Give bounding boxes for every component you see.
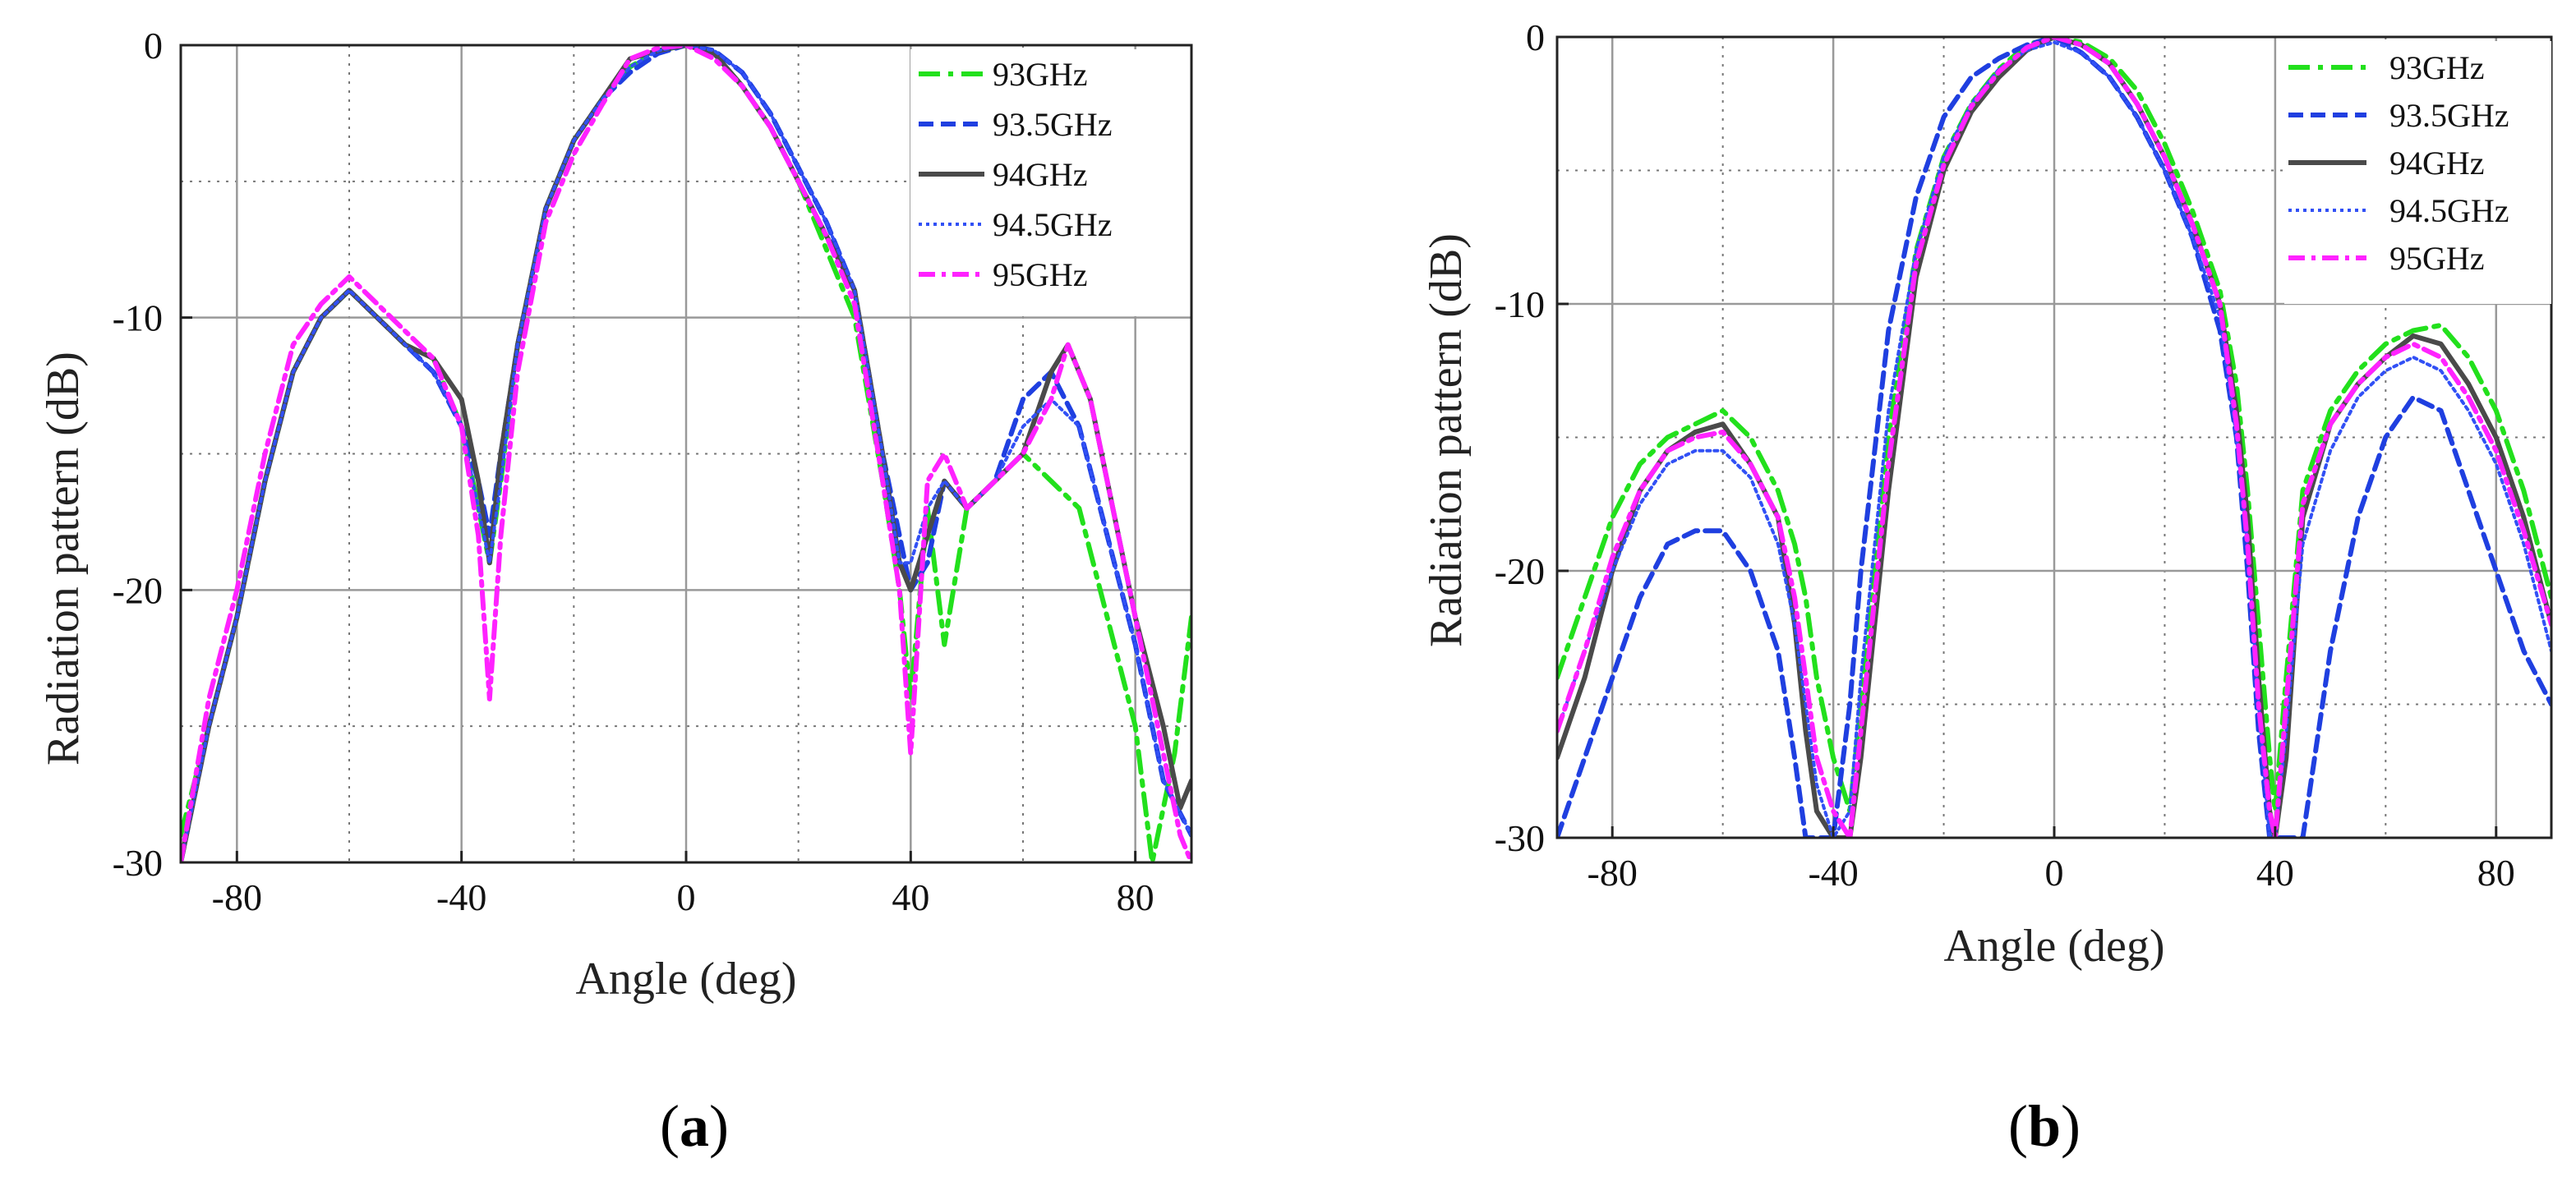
panel-b-xtick-label: 80: [2477, 852, 2515, 894]
panel-a-series-95ghz: [181, 45, 1191, 862]
panel-b-ytick-label: -20: [1495, 550, 1545, 592]
panel-a-ytick-label: -10: [113, 297, 163, 339]
panel-a-legend-label: 94GHz: [993, 156, 1088, 193]
panel-b: Radiation pattern (dB) Angle (deg) (b) -…: [1421, 16, 2553, 1159]
panel-a-legend: 93GHz 93.5GHz 94GHz 94.5GHz 95GHz: [910, 49, 1190, 316]
panel-a-ytick-label: 0: [144, 25, 163, 67]
panel-b-caption: (b): [2008, 1093, 2081, 1159]
panel-a-ytick-label: -30: [113, 842, 163, 884]
panel-b-ytick-label: 0: [1526, 16, 1545, 58]
panel-b-series-94-5ghz: [1557, 40, 2551, 838]
panel-b-ytick-label: -30: [1495, 817, 1545, 859]
panel-a-legend-label: 94.5GHz: [993, 206, 1113, 243]
panel-b-xtick-label: -40: [1808, 852, 1858, 894]
panel-a-caption: (a): [660, 1093, 729, 1159]
panel-b-ticks: -80 -40 0 40 80 0 -10 -20 -30: [1495, 16, 2515, 894]
panel-b-legend-label: 93GHz: [2389, 49, 2485, 86]
panel-a-series-94-5ghz: [181, 45, 1191, 862]
panel-a-xtick-label: 80: [1117, 876, 1154, 918]
panel-b-xtick-label: 0: [2045, 852, 2064, 894]
panel-a-legend-label: 95GHz: [993, 256, 1088, 293]
panel-b-series-group: [1557, 37, 2551, 838]
panel-a-ylabel: Radiation pattern (dB): [38, 352, 89, 766]
panel-b-caption-letter: b: [2028, 1093, 2061, 1159]
panel-a-xtick-label: 0: [677, 876, 696, 918]
panel-b-ylabel: Radiation pattern (dB): [1421, 233, 1472, 647]
panel-b-legend-label: 94.5GHz: [2389, 192, 2509, 229]
panel-a-ticks: -80 -40 0 40 80 0 -10 -20 -30: [113, 25, 1154, 918]
panel-b-ytick-label: -10: [1495, 283, 1545, 325]
panel-b-legend-label: 94GHz: [2389, 145, 2485, 182]
panel-a-legend-box: [910, 49, 1190, 316]
panel-a-xtick-label: -80: [212, 876, 262, 918]
panel-a-series-group: [181, 45, 1191, 862]
panel-b-xtick-label: 40: [2256, 852, 2294, 894]
panel-b-series-95ghz: [1557, 37, 2551, 838]
panel-b-series-93-5ghz: [1557, 37, 2551, 838]
panel-a-caption-letter: a: [680, 1093, 709, 1159]
panel-a-legend-label: 93.5GHz: [993, 106, 1113, 143]
panel-a-xtick-label: -40: [436, 876, 486, 918]
panel-a-xtick-label: 40: [892, 876, 929, 918]
panel-a: Radiation pattern (dB) Angle (deg) (a) -…: [38, 25, 1193, 1159]
panel-a-xlabel: Angle (deg): [575, 954, 796, 1005]
panel-b-legend-label: 95GHz: [2389, 240, 2485, 277]
panel-b-legend-label: 93.5GHz: [2389, 97, 2509, 134]
panel-a-legend-label: 93GHz: [993, 56, 1088, 93]
panel-b-xlabel: Angle (deg): [1943, 921, 2164, 972]
panel-b-legend: 93GHz 93.5GHz 94GHz 94.5GHz 95GHz: [2284, 41, 2551, 304]
panel-b-xtick-label: -80: [1588, 852, 1638, 894]
panel-a-ytick-label: -20: [113, 569, 163, 611]
